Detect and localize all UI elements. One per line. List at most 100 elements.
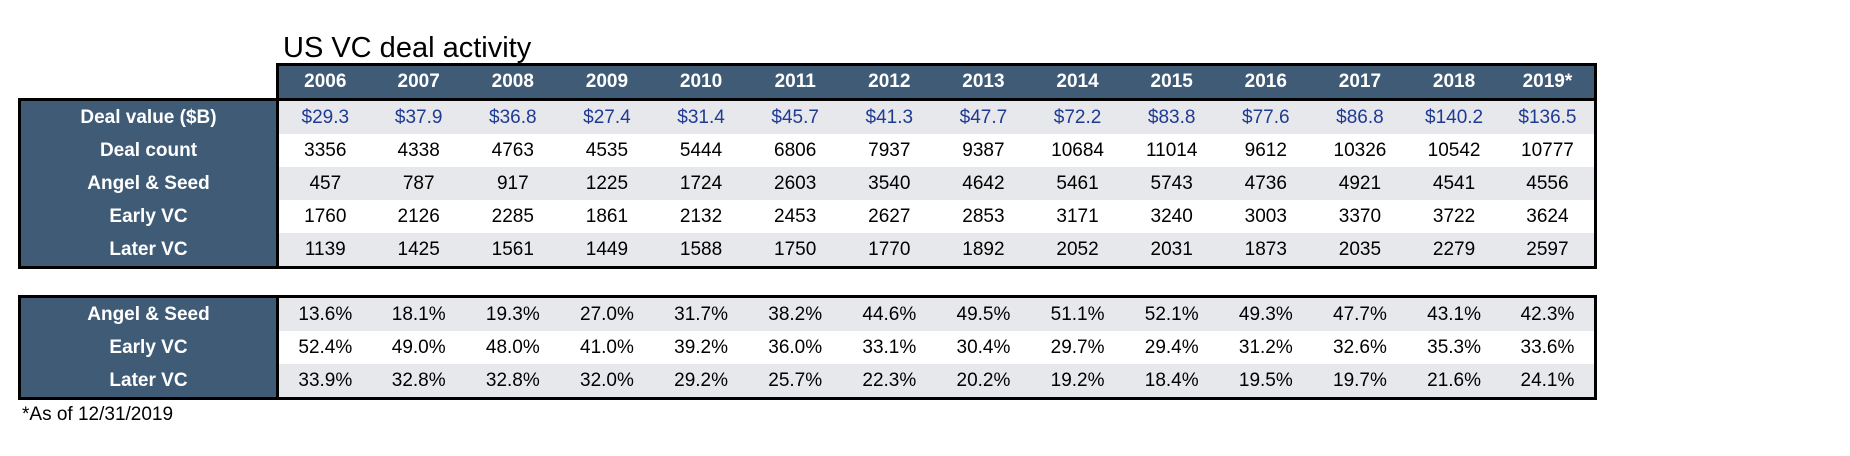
- table-cell: 5743: [1124, 167, 1219, 200]
- table-cell: 44.6%: [842, 295, 937, 331]
- table-row: Angel & Seed 457 787 917 1225 1724 2603 3540 464…: [18, 167, 1597, 200]
- table-row: Early VC 1760 2126 2285 1861 2132 2453 2627 2853…: [18, 200, 1597, 233]
- table-cell: 32.0%: [559, 364, 654, 400]
- table-cell: 32.8%: [465, 364, 560, 400]
- row-label: Later VC: [18, 233, 279, 269]
- table-cell: $77.6: [1218, 98, 1313, 134]
- table-cell: 4642: [936, 167, 1031, 200]
- header-corner: [19, 64, 278, 100]
- table-cell: 1225: [559, 167, 654, 200]
- table-cell: 1561: [465, 233, 560, 269]
- year-header: 2014: [1030, 63, 1125, 100]
- year-header-row: 2006 2007 2008 2009 2010 2011 2012 2013 2014 2015…: [19, 63, 1597, 100]
- table-cell: 29.2%: [654, 364, 749, 400]
- table-cell: 52.4%: [277, 331, 372, 364]
- table-cell: 33.9%: [277, 364, 372, 400]
- table-row: Early VC 52.4% 49.0% 48.0% 41.0% 39.2% 36.0% 33…: [18, 331, 1597, 364]
- table-cell: 787: [371, 167, 466, 200]
- table-cell: 29.7%: [1030, 331, 1125, 364]
- table-cell: 32.6%: [1312, 331, 1407, 364]
- table-cell: 32.8%: [371, 364, 466, 400]
- table-row: Later VC 33.9% 32.8% 32.8% 32.0% 29.2% 25.7% 22…: [18, 364, 1597, 400]
- table-cell: 1760: [277, 200, 372, 233]
- row-label: Early VC: [18, 331, 279, 364]
- footnote: *As of 12/31/2019: [22, 404, 174, 425]
- table-row: Deal count 3356 4338 4763 4535 5444 6806 7937 93…: [18, 134, 1597, 167]
- table-cell: $47.7: [936, 98, 1031, 134]
- table-cell: 9612: [1218, 134, 1313, 167]
- table-cell: 30.4%: [936, 331, 1031, 364]
- table-cell: 35.3%: [1407, 331, 1502, 364]
- table-cell: $41.3: [842, 98, 937, 134]
- table-row: Later VC 1139 1425 1561 1449 1588 1750 1770 1892…: [18, 233, 1597, 269]
- table-cell: 2453: [748, 200, 843, 233]
- table-cell: 49.3%: [1218, 295, 1313, 331]
- year-header: 2016: [1218, 63, 1313, 100]
- table-cell: 1724: [654, 167, 749, 200]
- table-cell: 31.7%: [654, 295, 749, 331]
- table-cell: 19.5%: [1218, 364, 1313, 400]
- table-cell: 2853: [936, 200, 1031, 233]
- table-cell: 4338: [371, 134, 466, 167]
- table-cell: 38.2%: [748, 295, 843, 331]
- table-cell: 33.1%: [842, 331, 937, 364]
- table-cell: 19.3%: [465, 295, 560, 331]
- table-cell: 22.3%: [842, 364, 937, 400]
- year-header: 2013: [936, 63, 1031, 100]
- table-cell: 31.2%: [1218, 331, 1313, 364]
- table-cell: 1770: [842, 233, 937, 269]
- table-cell: 4556: [1501, 167, 1597, 200]
- year-header: 2017: [1312, 63, 1407, 100]
- table-cell: 39.2%: [654, 331, 749, 364]
- table-cell: $37.9: [371, 98, 466, 134]
- table-cell: 3171: [1030, 200, 1125, 233]
- table-cell: 10326: [1312, 134, 1407, 167]
- table-cell: 2597: [1501, 233, 1597, 269]
- year-header: 2008: [465, 63, 560, 100]
- table-cell: 3356: [277, 134, 372, 167]
- table-cell: 10777: [1501, 134, 1597, 167]
- table-cell: 41.0%: [559, 331, 654, 364]
- table-cell: 51.1%: [1030, 295, 1125, 331]
- table-cell: 49.5%: [936, 295, 1031, 331]
- table-cell: 3624: [1501, 200, 1597, 233]
- table-row: Angel & Seed 13.6% 18.1% 19.3% 27.0% 31.7% 38.…: [18, 295, 1597, 331]
- table-cell: 457: [277, 167, 372, 200]
- table-row: Deal value ($B) $29.3 $37.9 $36.8 $27.4 $31.4…: [18, 98, 1597, 134]
- table-cell: 1449: [559, 233, 654, 269]
- table-cell: 1750: [748, 233, 843, 269]
- table-cell: $86.8: [1312, 98, 1407, 134]
- table-cell: 36.0%: [748, 331, 843, 364]
- table-cell: 1892: [936, 233, 1031, 269]
- table-cell: 4763: [465, 134, 560, 167]
- table-cell: 24.1%: [1501, 364, 1597, 400]
- table-cell: $83.8: [1124, 98, 1219, 134]
- table-cell: $45.7: [748, 98, 843, 134]
- table-cell: 29.4%: [1124, 331, 1219, 364]
- row-label: Deal value ($B): [18, 98, 279, 134]
- table-cell: 25.7%: [748, 364, 843, 400]
- table-cell: $29.3: [277, 98, 372, 134]
- row-label: Early VC: [18, 200, 279, 233]
- table-cell: 4921: [1312, 167, 1407, 200]
- table-cell: 2285: [465, 200, 560, 233]
- table-title: US VC deal activity: [283, 32, 532, 64]
- table-cell: 5444: [654, 134, 749, 167]
- table-cell: 43.1%: [1407, 295, 1502, 331]
- table-cell: 4535: [559, 134, 654, 167]
- table-cell: $72.2: [1030, 98, 1125, 134]
- table-cell: $31.4: [654, 98, 749, 134]
- table-cell: 2126: [371, 200, 466, 233]
- table-cell: 1588: [654, 233, 749, 269]
- table-cell: 5461: [1030, 167, 1125, 200]
- table-cell: $36.8: [465, 98, 560, 134]
- table-cell: $140.2: [1407, 98, 1502, 134]
- table-cell: 47.7%: [1312, 295, 1407, 331]
- table-cell: 3003: [1218, 200, 1313, 233]
- table-cell: 48.0%: [465, 331, 560, 364]
- year-header: 2006: [275, 63, 372, 100]
- table-cell: 18.1%: [371, 295, 466, 331]
- table-cell: 2132: [654, 200, 749, 233]
- table-cell: 2603: [748, 167, 843, 200]
- deal-activity-table: 2006 2007 2008 2009 2010 2011 2012 2013 2014 2015…: [18, 63, 1597, 269]
